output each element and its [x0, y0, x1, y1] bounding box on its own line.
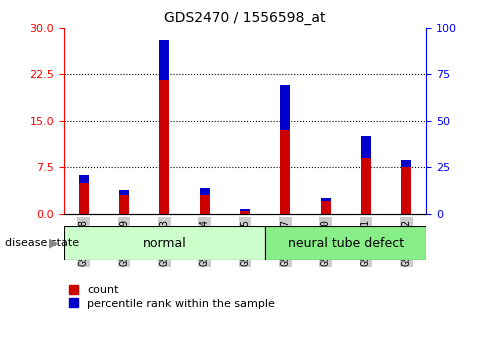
Bar	[240, 211, 250, 214]
Bar	[159, 40, 170, 80]
Bar	[361, 158, 371, 214]
Bar	[280, 130, 291, 214]
Bar	[361, 136, 371, 158]
Bar	[320, 198, 331, 201]
Bar	[401, 167, 411, 214]
Bar	[240, 209, 250, 211]
Bar	[119, 195, 129, 214]
Bar	[280, 85, 291, 130]
Bar	[79, 175, 89, 183]
Text: ▶: ▶	[49, 237, 59, 250]
Bar	[200, 188, 210, 195]
Text: normal: normal	[143, 237, 186, 250]
Bar	[401, 160, 411, 167]
Bar	[159, 80, 170, 214]
Bar	[119, 190, 129, 195]
Bar	[200, 195, 210, 214]
Title: GDS2470 / 1556598_at: GDS2470 / 1556598_at	[164, 11, 326, 25]
Bar	[79, 183, 89, 214]
Text: disease state: disease state	[5, 238, 79, 248]
Legend: count, percentile rank within the sample: count, percentile rank within the sample	[69, 285, 275, 308]
Text: neural tube defect: neural tube defect	[288, 237, 404, 250]
Bar	[265, 226, 426, 260]
Bar	[64, 226, 265, 260]
Bar	[320, 201, 331, 214]
